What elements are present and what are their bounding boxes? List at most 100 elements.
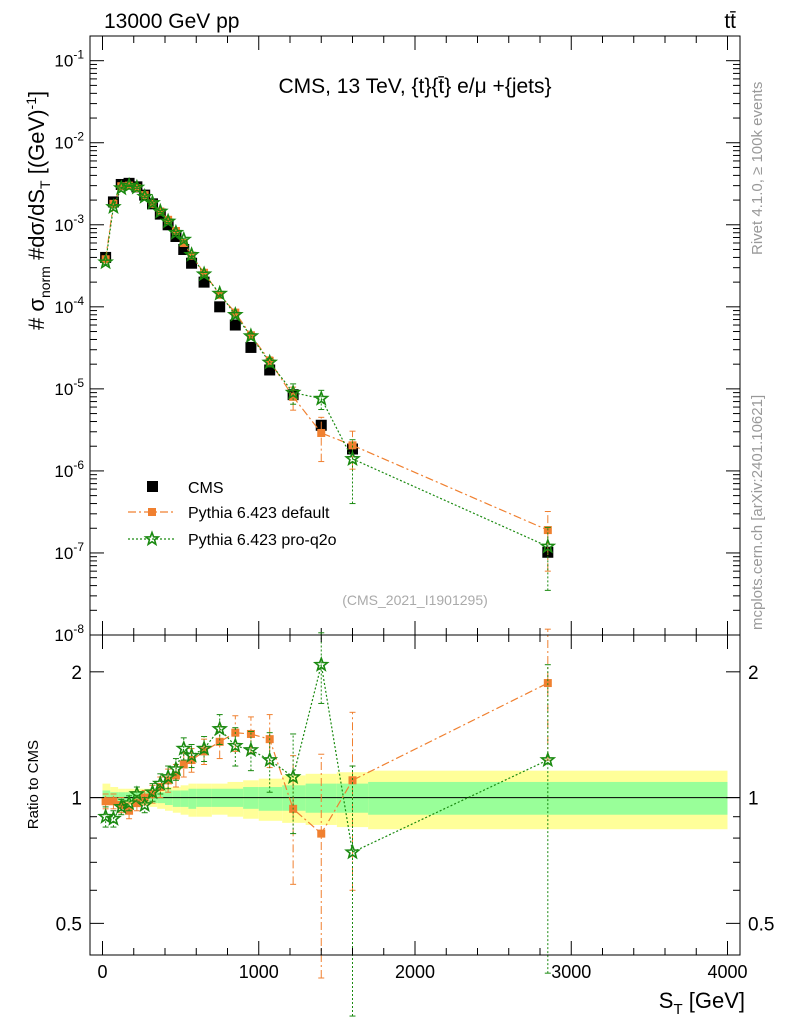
ratio-proq2o-point [261,751,279,768]
pythia-proq2o-point [97,253,115,270]
ratio-band-inner [180,790,189,807]
ratio-default-point [317,829,326,838]
ratio-proq2o-point [195,739,213,756]
ratio-proq2o-point [242,741,260,758]
main-y-tick-label: 10-5 [54,376,84,399]
ratio-proq2o-point [312,655,330,672]
main-x-axis [102,36,728,635]
ratio-default-point [132,799,141,808]
ratio-proq2o-point [284,768,302,785]
ratio-y-axis: 0.5 0.5 1 1 2 2 [56,663,775,936]
pythia-proq2o-point [226,306,244,322]
pythia-proq2o-point [261,353,279,370]
cms-data-point [198,276,210,288]
ratio-proq2o-point [183,746,200,763]
ratio-default-point [543,679,552,688]
cms-data-point [245,341,257,353]
pythia-proq2o-point [144,194,161,210]
header-final-state-label: tt̄ [724,10,736,33]
pythia-proq2o-point [105,198,122,215]
cms-data-point [264,364,276,376]
ratio-plot: 0.5 0.5 1 1 2 2 0 1000 2000 3000 4000 Ratio to CM… [25,628,775,1018]
pythia-default-point [101,255,110,264]
pythia-proq2o-point [128,178,146,195]
pythia-proq2o-point [159,212,177,229]
main-series-layer [97,176,557,591]
ratio-default-point [148,790,157,799]
ratio-default-point [215,737,224,746]
pythia-proq2o-point [183,246,200,262]
ratio-band-inner [110,792,119,802]
ratio-uncertainty-band [102,770,728,830]
ratio-y-axis-label: Ratio to CMS [25,740,42,829]
ratio-default-point [348,776,357,785]
pythia-proq2o-point [284,383,302,400]
legend-marker-default [148,508,156,516]
pythia-proq2o-point [151,202,169,219]
main-plot: 10-8 10-7 10-6 10-5 10-4 10-3 10-2 10-1 CMS, 13… [23,35,741,645]
ratio-proq2o-point [97,807,114,824]
pythia-proq2o-point [539,537,557,554]
legend-star-shape [143,530,161,547]
ylabel-sigma-norm: σ [24,298,49,312]
legend-label-cms: CMS [188,480,224,497]
analysis-watermark: (CMS_2021_I1901295) [342,592,488,608]
ratio-band-inner [172,790,181,807]
ratio-series-layer [97,628,557,1017]
ratio-y-tick-label: 0.5 [56,914,82,935]
main-y-tick-label: 10-2 [54,130,84,153]
main-y-tick-label: 10-3 [54,212,84,235]
ratio-band-inner [368,781,728,815]
cms-data-point [229,319,241,331]
legend-label-proq2o: Pythia 6.423 pro-q2o [188,532,337,549]
ratio-proq2o-line [105,664,549,854]
ratio-proq2o-point [136,796,154,813]
ratio-default-point [109,797,118,806]
pythia-default-point [117,182,126,191]
ratio-band-inner [188,788,197,809]
rivet-version-label: Rivet 4.1.0, ≥ 100k events [749,82,766,255]
pythia-proq2o-point [195,265,213,282]
pythia-default-point [317,428,326,437]
pythia-default-point [265,356,274,365]
cms-data-point [170,230,182,242]
ratio-proq2o-point [175,739,193,756]
ratio-default-point [101,797,110,806]
ratio-proq2o-point [167,760,185,777]
ratio-proq2o-point [105,809,122,826]
cms-data-point [214,301,226,313]
legend: CMS Pythia 6.423 default Pythia 6.423 pr… [128,480,337,549]
cms-data-point [178,243,190,255]
ratio-x-tick-label: 3000 [551,962,591,982]
pythia-proq2o-point [136,187,154,204]
mcplots-label: mcplots.cern.ch [arXiv:2401.10621] [749,395,766,630]
main-y-tick-label: 10-7 [54,540,84,563]
ratio-proq2o-point [120,794,138,811]
main-y-axis-label: # σnorm #dσ/dST [(GeV)-1] [23,91,53,330]
legend-marker-cms [147,481,158,492]
ratio-x-tick-label: 1000 [239,962,279,982]
svg-text:ST [GeV]: ST [GeV] [659,988,745,1018]
main-y-tick-label: 10-1 [54,48,84,71]
pythia-default-point [140,191,149,200]
main-y-tick-label: 10-8 [54,622,84,645]
pythia-proq2o-point [167,223,185,240]
plot-title: CMS, 13 TeV, {t}{t̄} e/μ +{jets} [278,75,551,98]
ratio-proq2o-point [226,737,244,753]
ratio-y-tick-label: 2 [71,663,82,684]
x-axis-label: ST [GeV] [659,988,745,1018]
pythia-default-point [289,392,298,401]
pythia-proq2o-point [175,230,193,247]
pythia-default-point [348,441,357,450]
ylabel-hash-1: # [24,317,49,330]
ratio-y-tick-label-right: 1 [748,789,759,810]
ratio-band-inner [102,790,111,804]
ratio-x-tick-label: 0 [97,962,107,982]
pythia-proq2o-point [242,327,260,344]
ratio-y-tick-label-right: 0.5 [748,914,774,935]
ratio-proq2o-point [159,768,177,785]
ratio-proq2o-point [539,751,557,768]
header-process-label: 13000 GeV pp [104,10,239,33]
ratio-band-inner [258,787,283,811]
